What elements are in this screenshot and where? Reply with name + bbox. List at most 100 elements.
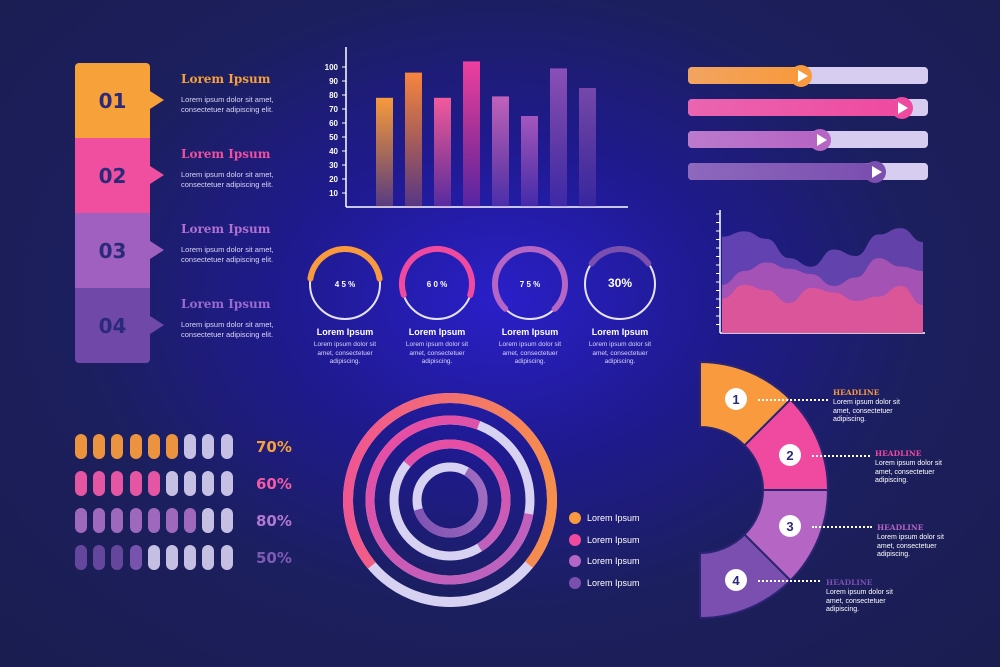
step-description: Lorem ipsum dolor sit amet, consectetuer… xyxy=(181,245,274,264)
callout-headline: HEADLINE xyxy=(826,578,873,587)
progress-fill xyxy=(688,67,796,84)
segment-number-badge: 4 xyxy=(725,569,747,591)
bar xyxy=(492,96,509,207)
step-description: Lorem ipsum dolor sit amet, consectetuer… xyxy=(181,320,274,339)
step-title: Lorem Ipsum xyxy=(181,72,271,86)
pill-filled xyxy=(166,434,178,459)
donut-arc xyxy=(492,246,568,322)
dotted-connector xyxy=(758,580,820,582)
row-percentage: 70% xyxy=(256,438,292,456)
progress-fill xyxy=(688,99,897,116)
legend-label: Lorem Ipsum xyxy=(587,556,640,566)
pill-filled xyxy=(111,508,124,533)
pill-empty xyxy=(202,508,215,533)
pill-filled xyxy=(129,508,142,533)
bar xyxy=(521,116,538,207)
bar xyxy=(463,61,480,208)
donut-chart: 4 5 % xyxy=(307,246,383,322)
step-text-block: Lorem Ipsum Lorem ipsum dolor sit amet, c… xyxy=(181,72,301,115)
pill-filled xyxy=(111,471,124,496)
callout-headline: HEADLINE xyxy=(875,449,922,458)
pill-filled xyxy=(147,434,160,459)
progress-fill xyxy=(688,163,871,180)
area-series xyxy=(722,284,923,333)
progress-bar xyxy=(688,99,928,116)
pill-filled xyxy=(129,471,142,496)
y-tick-label: 70 xyxy=(329,105,338,114)
play-marker-icon xyxy=(790,65,812,87)
row-percentage: 50% xyxy=(256,549,292,567)
segment-number-badge: 3 xyxy=(779,515,801,537)
play-triangle-icon xyxy=(898,102,909,114)
donut-value-label: 6 0 % xyxy=(427,280,447,289)
callout-headline: HEADLINE xyxy=(877,523,924,532)
row-percentage: 60% xyxy=(256,475,292,493)
pill-empty xyxy=(202,471,215,496)
y-tick-label: 10 xyxy=(329,189,338,198)
step-title: Lorem Ipsum xyxy=(181,147,271,161)
pill-filled xyxy=(93,471,106,496)
bar xyxy=(434,97,451,207)
pill-empty xyxy=(184,471,197,496)
progress-fill xyxy=(688,131,816,148)
donut-arc xyxy=(399,246,475,322)
donut-chart: 6 0 % xyxy=(399,246,475,322)
area-chart xyxy=(716,210,925,334)
legend-label: Lorem Ipsum xyxy=(587,577,640,588)
pill-empty xyxy=(147,545,160,570)
callout-description: Lorem ipsum dolor sit amet, consectetuer… xyxy=(833,399,900,423)
step-title: Lorem Ipsum xyxy=(181,297,271,311)
y-tick-label: 40 xyxy=(329,147,338,156)
donut-arc xyxy=(582,246,658,322)
pill-filled xyxy=(75,434,87,459)
step-text-block: Lorem Ipsum Lorem ipsum dolor sit amet, c… xyxy=(181,147,301,190)
donut-arc xyxy=(307,246,383,322)
play-triangle-icon xyxy=(816,134,827,146)
ring-chart xyxy=(343,393,557,607)
segment-number-badge: 2 xyxy=(779,444,801,466)
step-number-block: 04 xyxy=(75,288,164,363)
bar xyxy=(376,97,393,207)
donut-value-label: 4 5 % xyxy=(335,280,355,289)
play-marker-icon xyxy=(809,129,832,151)
dotted-connector xyxy=(758,399,828,401)
y-tick-label: 90 xyxy=(329,77,338,86)
pill-empty xyxy=(220,508,233,533)
dotted-connector xyxy=(812,455,870,457)
donut-description: Lorem ipsum dolor sit amet, consectetuer… xyxy=(588,341,652,365)
segment-number-badge: 1 xyxy=(725,388,747,410)
y-tick-label: 100 xyxy=(325,63,339,72)
play-triangle-icon xyxy=(871,166,882,178)
step-number-block: 03 xyxy=(75,213,164,288)
pill-empty xyxy=(184,434,197,459)
donut-description: Lorem ipsum dolor sit amet, consectetuer… xyxy=(313,341,377,365)
donut-chart: 30% xyxy=(582,246,658,322)
pill-filled xyxy=(129,434,142,459)
donut-title: Lorem Ipsum xyxy=(408,327,466,337)
pill-filled xyxy=(93,545,106,570)
pill-filled xyxy=(111,434,124,459)
legend-dot xyxy=(569,555,581,567)
pill-filled xyxy=(166,508,178,533)
pill-empty xyxy=(220,434,233,459)
pill-filled xyxy=(147,508,160,533)
pill-filled xyxy=(184,508,197,533)
play-marker-icon xyxy=(890,97,913,119)
donut-chart: 7 5 % xyxy=(492,246,568,322)
dotted-connector xyxy=(812,526,872,528)
play-marker-icon xyxy=(864,161,887,183)
donut-title: Lorem Ipsum xyxy=(501,327,559,337)
pill-filled xyxy=(93,508,106,533)
y-tick-label: 50 xyxy=(329,133,338,142)
pill-empty xyxy=(202,545,215,570)
legend-label: Lorem Ipsum xyxy=(587,534,640,545)
donut-title: Lorem Ipsum xyxy=(591,327,649,337)
legend-dot xyxy=(569,512,581,524)
legend-dot xyxy=(569,576,581,589)
pill-empty xyxy=(220,545,233,570)
callout-headline: HEADLINE xyxy=(833,388,880,397)
step-number-block: 02 xyxy=(75,138,164,213)
pill-filled xyxy=(147,471,160,496)
step-text-block: Lorem Ipsum Lorem ipsum dolor sit amet, c… xyxy=(181,297,301,340)
ring-arc xyxy=(412,462,488,538)
